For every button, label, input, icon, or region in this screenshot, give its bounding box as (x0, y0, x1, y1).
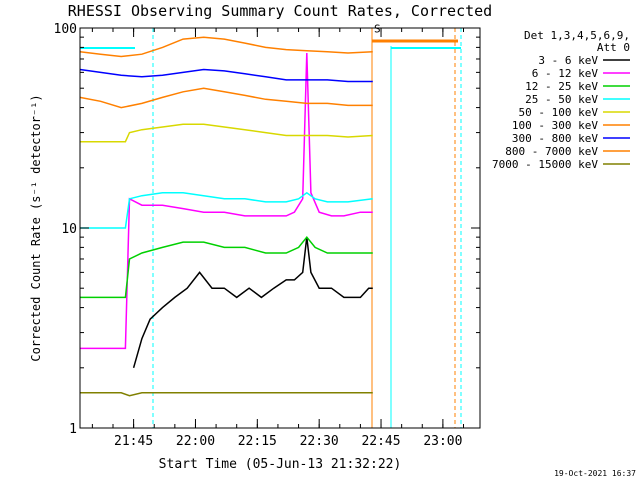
legend-entry-label: 3 - 6 keV (538, 54, 598, 67)
series-line-4 (80, 123, 373, 143)
footer-date: 19-Oct-2021 16:37 (554, 469, 636, 478)
legend-entry-label: 300 - 800 keV (512, 132, 598, 145)
x-tick-label: 22:15 (238, 434, 277, 449)
x-tick-label: 22:00 (176, 434, 215, 449)
legend-entry-label: 25 - 50 keV (525, 93, 598, 106)
legend-entry-label: 800 - 7000 keV (505, 145, 598, 158)
series-line-3 (80, 191, 373, 229)
y-axis-label: Corrected Count Rate (s⁻¹ detector⁻¹) (29, 94, 43, 361)
series-line-2 (80, 236, 373, 299)
series-line-8 (80, 392, 373, 397)
series-line-5 (79, 87, 373, 109)
y-tick-label: 1 (69, 422, 77, 437)
y-tick-label: 10 (61, 222, 77, 237)
series-line-6 (79, 68, 373, 83)
plot-frame (79, 27, 481, 429)
series-line-1 (80, 52, 373, 350)
x-tick-label: 22:45 (361, 434, 400, 449)
legend-entry-label: 6 - 12 keV (532, 67, 599, 80)
legend-header-attenuator: Att 0 (597, 41, 630, 54)
y-tick-label: 100 (54, 22, 77, 37)
legend-entry-label: 50 - 100 keV (519, 106, 599, 119)
legend-entry-label: 12 - 25 keV (525, 80, 598, 93)
legend-entry-label: 100 - 300 keV (512, 119, 598, 132)
series-line-0 (132, 237, 373, 369)
x-tick-label: 23:00 (423, 434, 462, 449)
chart-title: RHESSI Observing Summary Count Rates, Co… (68, 2, 492, 20)
annotation-label: S (374, 22, 381, 35)
legend-header-detectors: Det 1,3,4,5,6,9, (524, 29, 630, 42)
x-axis-label: Start Time (05-Jun-13 21:32:22) (159, 457, 402, 472)
x-tick-label: 21:45 (114, 434, 153, 449)
legend-entry-label: 7000 - 15000 keV (492, 158, 598, 171)
x-tick-label: 22:30 (300, 434, 339, 449)
series-line-7 (79, 36, 373, 58)
